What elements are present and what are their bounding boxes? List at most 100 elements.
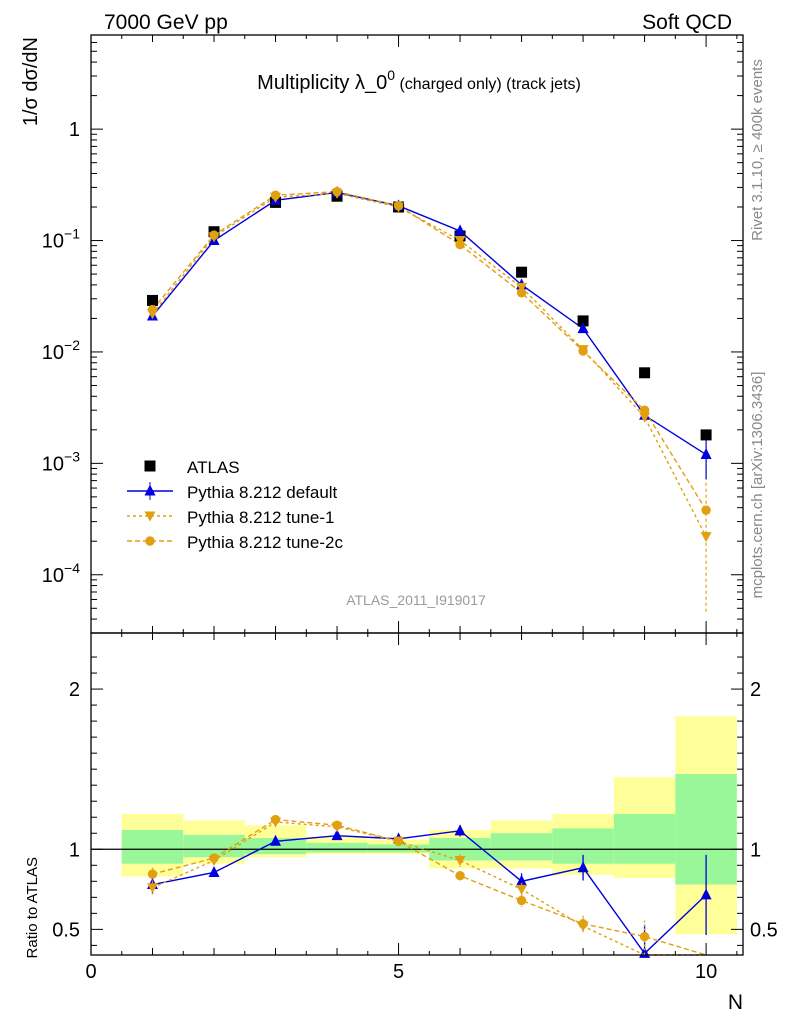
data-point: [147, 294, 159, 306]
uncertainty-band-green: [613, 814, 676, 864]
y-tick-label: 10−1: [42, 226, 80, 253]
y-tick-label: 10−4: [42, 560, 80, 587]
data-point: [701, 505, 711, 515]
ratio-point: [454, 855, 466, 866]
legend-label: ATLAS: [187, 458, 240, 477]
top-series-layer: [147, 185, 712, 614]
ratio-point: [455, 871, 465, 881]
ratio-line: [152, 818, 707, 956]
y-tick-exponent: −2: [64, 337, 80, 353]
uncertainty-band-green: [367, 844, 430, 853]
uncertainty-band-green: [244, 838, 307, 855]
legend-label: Pythia 8.212 default: [187, 483, 338, 502]
ratio-point: [516, 884, 528, 895]
plot-title: Multiplicity λ_00 (charged only) (track …: [257, 67, 581, 94]
ratio-point: [516, 895, 527, 906]
ratio-point: [393, 836, 404, 846]
data-point: [700, 532, 712, 543]
uncertainty-band-green: [121, 830, 184, 864]
ratio-line: [152, 821, 707, 956]
ratio-tick-label-left: 0.5: [52, 919, 80, 941]
data-point: [577, 315, 589, 327]
ratio-tick-label-right: 1: [750, 839, 761, 861]
ratio-point: [639, 931, 650, 942]
y-tick-base: 10: [42, 342, 64, 364]
y-tick-base: 10: [42, 453, 64, 475]
data-point: [270, 190, 281, 200]
data-point: [393, 201, 404, 211]
data-point: [639, 412, 651, 423]
ratio-point: [209, 853, 219, 863]
legend-marker: [144, 460, 156, 472]
x-tick-label: 0: [85, 961, 96, 983]
ratio-point: [516, 874, 528, 886]
uncertainty-band-green: [490, 833, 553, 861]
data-point: [577, 322, 589, 334]
y-tick-base: 10: [42, 231, 64, 253]
data-point: [639, 367, 651, 379]
y-tick-exponent: −4: [64, 560, 80, 576]
ratio-line: [152, 830, 707, 955]
ratio-point: [208, 865, 220, 877]
ratio-point: [270, 814, 281, 825]
y-tick-label: 10−2: [42, 337, 80, 364]
title-superscript: 0: [387, 67, 395, 83]
data-point: [516, 288, 527, 298]
data-point: [332, 186, 342, 197]
y-tick-exponent: −1: [64, 226, 80, 242]
ratio-axis-title: Ratio to ATLAS: [24, 857, 41, 958]
analysis-id-label: ATLAS_2011_I919017: [346, 592, 486, 608]
ratio-point: [577, 861, 589, 873]
uncertainty-band-green: [306, 842, 368, 853]
data-point: [454, 230, 466, 242]
ratio-tick-label-right: 2: [750, 679, 761, 701]
series-line: [151, 191, 707, 456]
category-label: Soft QCD: [642, 11, 732, 34]
data-point: [209, 230, 219, 240]
ratio-series-layer: [147, 814, 712, 958]
legend-label: Pythia 8.212 tune-2c: [187, 533, 343, 552]
y-tick-exponent: −3: [64, 448, 80, 464]
ratio-tick-label-left: 1: [69, 839, 80, 861]
data-point: [147, 304, 158, 315]
ratio-axes: 0 5 10 2 2 1 1 0.5 0.5: [52, 632, 778, 983]
data-point: [516, 282, 528, 293]
ratio-point: [332, 820, 342, 830]
ratio-point: [147, 883, 159, 894]
ratio-point: [147, 869, 158, 879]
series-line: [151, 190, 707, 511]
energy-label: 7000 GeV pp: [104, 11, 228, 34]
title-suffix: (charged only) (track jets): [395, 76, 581, 93]
ratio-point: [331, 829, 343, 841]
data-point: [455, 239, 465, 250]
data-point: [700, 448, 712, 460]
y-tick-label: 1: [69, 119, 80, 141]
legend-marker: [144, 511, 156, 522]
legend-marker: [144, 484, 156, 496]
legend: ATLAS Pythia 8.212 default Pythia 8.212 tu…: [127, 458, 343, 552]
ratio-frame: [90, 632, 744, 956]
ratio-tick-label-left: 2: [69, 679, 80, 701]
ratio-point: [454, 824, 466, 836]
data-point: [454, 224, 466, 236]
title-main: Multiplicity λ_0: [257, 72, 387, 94]
series-line: [151, 192, 707, 537]
data-point: [516, 266, 528, 278]
mcplots-source-label: mcplots.cern.ch [arXiv:1306.3436]: [749, 372, 766, 599]
ratio-tick-label-right: 0.5: [750, 919, 778, 941]
data-point: [639, 405, 650, 415]
y-tick-base: 10: [42, 565, 64, 587]
legend-label: Pythia 8.212 tune-1: [187, 508, 334, 527]
x-tick-label: 5: [393, 961, 404, 983]
data-point: [700, 429, 712, 441]
y-tick-label: 10−3: [42, 448, 80, 475]
legend-marker: [145, 536, 155, 546]
ratio-uncertainty-bands: [91, 716, 743, 935]
ratio-point: [700, 888, 712, 900]
rivet-info-label: Rivet 3.1.10, ≥ 400k events: [749, 59, 766, 241]
y-axis-title: 1/σ dσ/dN: [20, 37, 42, 126]
ratio-point: [578, 919, 588, 929]
x-tick-label: 10: [695, 961, 717, 983]
top-axes: 110−110−210−310−4: [42, 34, 744, 955]
